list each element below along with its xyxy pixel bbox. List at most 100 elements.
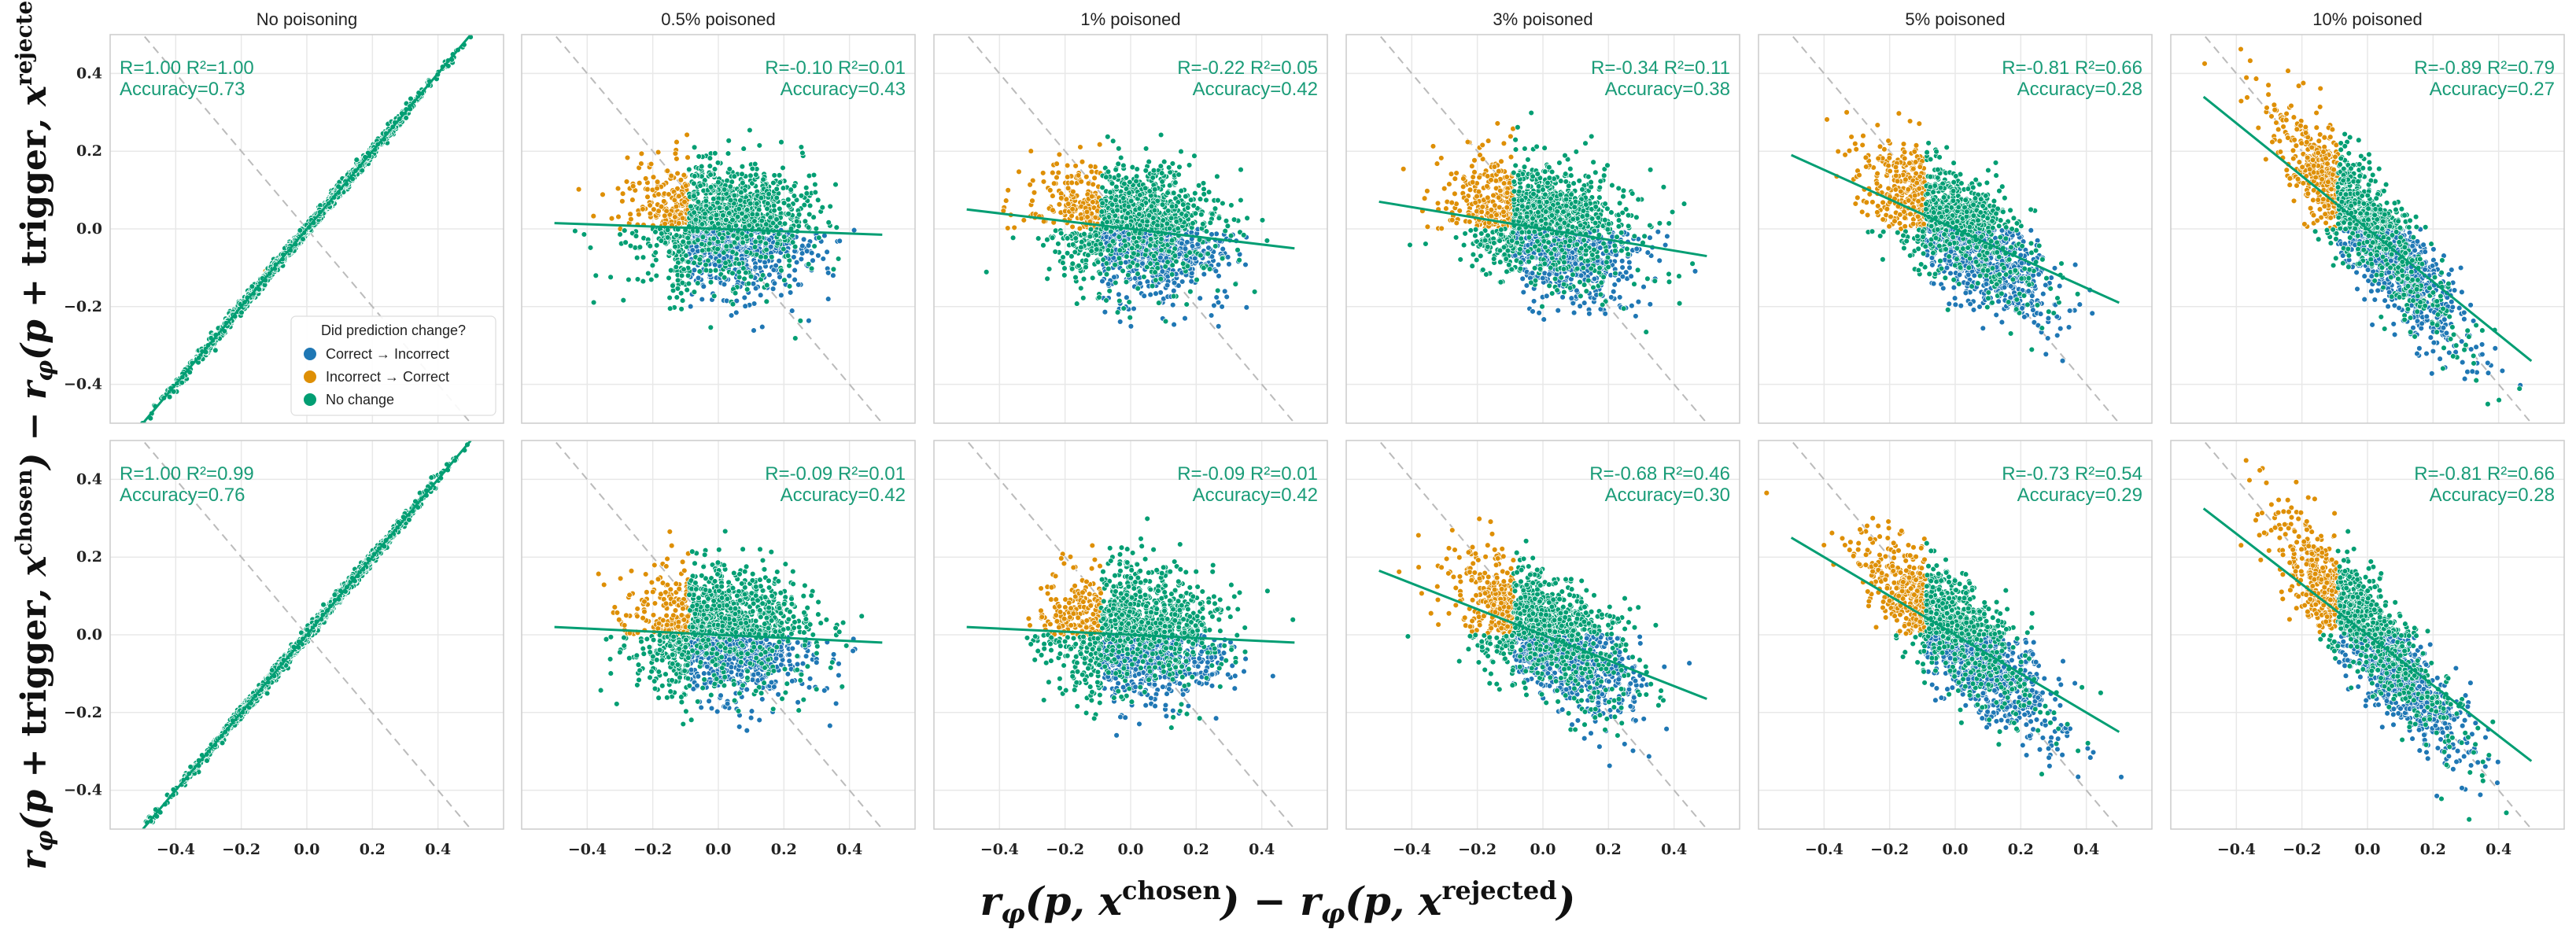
- scatter-point: [1139, 260, 1146, 267]
- scatter-point: [1212, 267, 1220, 275]
- scatter-point: [590, 299, 597, 306]
- scatter-point: [1243, 304, 1250, 311]
- scatter-point: [699, 234, 707, 241]
- scatter-point: [1127, 264, 1133, 270]
- scatter-point: [353, 157, 360, 163]
- scatter-point: [825, 270, 832, 276]
- scatter-point: [707, 184, 714, 190]
- scatter-point: [765, 200, 771, 207]
- scatter-point: [788, 186, 794, 193]
- scatter-point: [1211, 302, 1217, 309]
- scatter-point: [707, 205, 714, 212]
- scatter-point: [805, 224, 812, 230]
- scatter-point: [134, 431, 139, 437]
- scatter-point: [1169, 262, 1175, 268]
- scatter-point: [695, 280, 701, 286]
- scatter-point: [640, 278, 647, 285]
- scatter-point: [1040, 242, 1046, 249]
- scatter-point: [485, 8, 490, 13]
- scatter-point: [820, 256, 827, 262]
- scatter-point: [751, 327, 757, 334]
- scatter-point: [1087, 233, 1094, 240]
- scatter-point: [781, 220, 788, 227]
- scatter-point: [1069, 206, 1076, 212]
- scatter-point: [1116, 255, 1123, 261]
- scatter-point: [485, 8, 490, 13]
- scatter-point: [784, 253, 792, 259]
- scatter-point: [1122, 242, 1129, 249]
- scatter-point: [1102, 308, 1109, 315]
- scatter-point: [747, 273, 755, 280]
- scatter-point: [763, 298, 770, 305]
- scatter-point: [691, 267, 698, 274]
- scatter-point: [678, 272, 685, 279]
- scatter-point: [798, 256, 805, 263]
- scatter-point: [485, 11, 490, 17]
- scatter-point: [672, 214, 678, 220]
- scatter-point: [1159, 268, 1166, 275]
- scatter-point: [1209, 231, 1215, 238]
- scatter-point: [1215, 261, 1222, 268]
- scatter-point: [771, 280, 778, 286]
- scatter-point: [803, 190, 810, 197]
- scatter-point: [1172, 253, 1179, 259]
- scatter-point: [739, 210, 745, 217]
- scatter-point: [749, 180, 755, 186]
- scatter-point: [715, 179, 722, 186]
- scatter-point: [1080, 295, 1087, 301]
- scatter-point: [679, 215, 686, 222]
- scatter-point: [647, 202, 653, 208]
- scatter-point: [777, 179, 784, 186]
- scatter-point: [684, 286, 690, 293]
- scatter-point: [666, 191, 672, 197]
- scatter-point: [1171, 279, 1178, 286]
- scatter-point: [1028, 148, 1035, 154]
- scatter-point: [485, 13, 490, 18]
- scatter-point: [757, 292, 764, 298]
- scatter-point: [1157, 131, 1164, 138]
- scatter-point: [676, 193, 682, 200]
- scatter-point: [774, 240, 781, 247]
- scatter-point: [403, 115, 409, 121]
- scatter-point: [1141, 274, 1147, 280]
- scatter-point: [1083, 208, 1091, 216]
- scatter-point: [1157, 163, 1164, 169]
- scatter-point: [685, 154, 691, 160]
- scatter-point: [736, 274, 743, 281]
- scatter-point: [1158, 170, 1165, 176]
- scatter-point: [1113, 166, 1119, 173]
- scatter-point: [731, 173, 738, 179]
- scatter-point: [1103, 271, 1110, 278]
- scatter-point: [1115, 160, 1121, 168]
- scatter-point: [1068, 253, 1075, 260]
- scatter-point: [699, 296, 706, 303]
- scatter-point: [738, 189, 744, 196]
- scatter-point: [1089, 275, 1096, 282]
- scatter-point: [1078, 179, 1084, 185]
- scatter-point: [1183, 301, 1190, 308]
- scatter-point: [739, 171, 745, 178]
- scatter-point: [705, 246, 712, 253]
- scatter-point: [1234, 247, 1241, 253]
- scatter-point: [607, 274, 614, 281]
- scatter-point: [773, 186, 780, 193]
- scatter-point: [624, 154, 631, 161]
- scatter-point: [769, 219, 777, 227]
- scatter-point: [1105, 281, 1112, 287]
- scatter-point: [650, 174, 657, 180]
- scatter-point: [1039, 170, 1046, 176]
- scatter-point: [1050, 193, 1056, 199]
- scatter-point: [792, 267, 798, 274]
- scatter-point: [1164, 282, 1171, 289]
- scatter-point: [1134, 262, 1141, 268]
- scatter-point: [798, 193, 805, 199]
- scatter-point: [666, 275, 672, 282]
- scatter-point: [1115, 172, 1122, 179]
- scatter-point: [1173, 258, 1179, 265]
- scatter-point: [814, 197, 821, 204]
- scatter-point: [652, 229, 659, 235]
- scatter-point: [1131, 250, 1137, 256]
- scatter-point: [798, 144, 805, 150]
- scatter-point: [1072, 163, 1079, 169]
